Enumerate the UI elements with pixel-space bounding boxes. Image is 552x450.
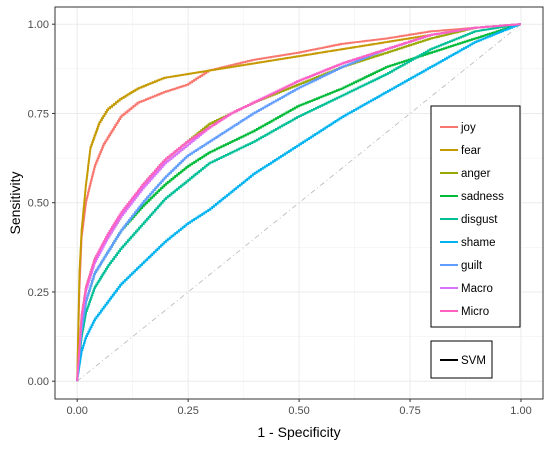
- legend-label-anger: anger: [461, 168, 491, 180]
- series-line-shame: [76, 23, 521, 382]
- legend-label-sadness: sadness: [461, 191, 504, 203]
- legend-linetype: SVM: [430, 340, 493, 379]
- legend-color: joy fear anger sadness disgust shame guilt Macr…: [430, 105, 521, 328]
- series-line-micro: [76, 23, 521, 382]
- legend-label-macro: Macro: [461, 283, 493, 295]
- x-axis-label: 1 - Specificity: [257, 424, 340, 440]
- legend-label-micro: Micro: [461, 306, 489, 318]
- x-tick-label: 0.50: [288, 405, 309, 417]
- y-tick-label: 0.25: [28, 287, 49, 299]
- legend-label-joy: joy: [460, 122, 476, 134]
- x-tick-label: 0.00: [66, 405, 87, 417]
- y-tick-label: 0.75: [28, 108, 49, 120]
- legend-label-fear: fear: [461, 145, 481, 157]
- series-line-disgust: [76, 23, 521, 382]
- y-axis-ticks: 0.00 0.25 0.50 0.75 1.00: [28, 19, 55, 388]
- y-tick-label: 0.50: [28, 198, 49, 210]
- x-tick-label: 1.00: [510, 405, 531, 417]
- series-line-fear: [76, 23, 521, 382]
- series-lines: [76, 23, 521, 382]
- reference-diagonal: [76, 23, 522, 382]
- x-tick-label: 0.25: [177, 405, 198, 417]
- y-tick-label: 0.00: [28, 376, 49, 388]
- x-tick-label: 0.75: [399, 405, 420, 417]
- legend-label-shame: shame: [461, 237, 496, 249]
- legend-linetype-label: SVM: [461, 355, 486, 367]
- legend-label-guilt: guilt: [461, 260, 483, 272]
- legend-label-disgust: disgust: [461, 214, 498, 226]
- y-axis-label: Sensitivity: [7, 171, 23, 234]
- x-axis-ticks: 0.00 0.25 0.50 0.75 1.00: [66, 399, 532, 417]
- y-tick-label: 1.00: [28, 19, 49, 31]
- legend-color-box: [430, 105, 521, 328]
